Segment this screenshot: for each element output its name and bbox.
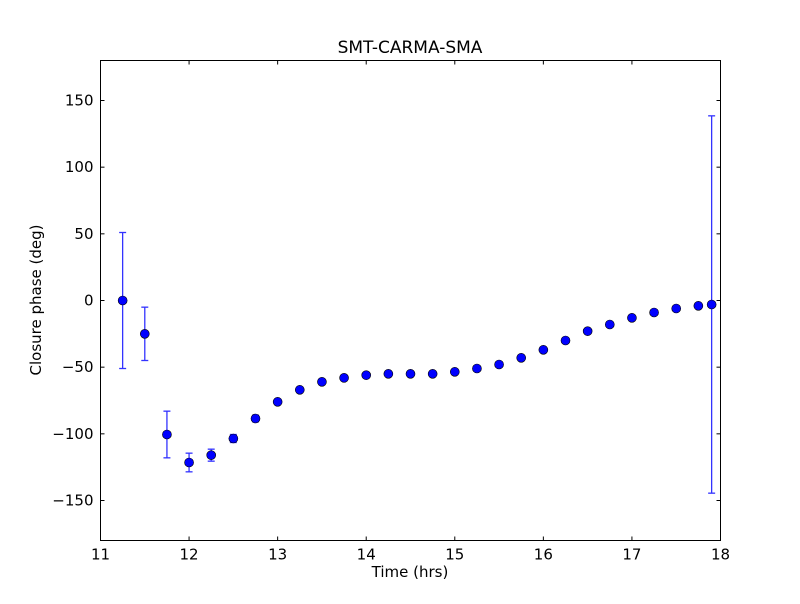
- data-point: [317, 377, 327, 387]
- x-tick-label: 18: [711, 546, 730, 564]
- x-tick-label: 17: [622, 546, 641, 564]
- x-tick-label: 15: [445, 546, 464, 564]
- data-point: [162, 429, 172, 440]
- data-point: [560, 335, 571, 346]
- data-point: [538, 345, 549, 355]
- data-point: [427, 369, 438, 379]
- y-tick-label: −50: [62, 358, 94, 376]
- plot-frame: [100, 60, 721, 541]
- chart-title: SMT-CARMA-SMA: [338, 38, 483, 58]
- x-axis-label: Time (hrs): [371, 563, 449, 581]
- data-point: [706, 299, 717, 310]
- data-point: [405, 369, 416, 379]
- x-tick-label: 14: [357, 546, 376, 564]
- y-tick-label: 50: [74, 225, 93, 243]
- y-tick-label: 0: [84, 292, 94, 310]
- data-point: [693, 301, 704, 311]
- data-point: [339, 373, 349, 383]
- data-point: [206, 450, 217, 460]
- data-point: [627, 313, 637, 323]
- y-axis-label: Closure phase (deg): [27, 225, 45, 376]
- y-tick-label: 100: [65, 158, 94, 176]
- data-point: [272, 397, 283, 407]
- data-point: [250, 413, 261, 424]
- data-point: [294, 385, 305, 395]
- data-point: [472, 363, 482, 374]
- data-point: [582, 326, 593, 336]
- y-tick-label: −100: [52, 425, 93, 443]
- x-tick-label: 13: [268, 546, 287, 564]
- data-point: [139, 329, 150, 339]
- x-tick-label: 16: [534, 546, 553, 564]
- data-point: [361, 370, 372, 380]
- data-point: [604, 319, 615, 330]
- data-point: [184, 457, 194, 468]
- data-point: [649, 307, 659, 318]
- data-point: [117, 295, 128, 306]
- x-tick-label: 11: [91, 546, 110, 564]
- data-point: [383, 369, 394, 379]
- y-tick-label: 150: [65, 92, 94, 110]
- data-point: [228, 433, 239, 444]
- data-point: [671, 303, 682, 314]
- data-point: [516, 353, 527, 363]
- data-point: [449, 367, 460, 377]
- x-tick-label: 12: [180, 546, 199, 564]
- data-point: [494, 359, 504, 370]
- y-tick-label: −150: [52, 492, 93, 510]
